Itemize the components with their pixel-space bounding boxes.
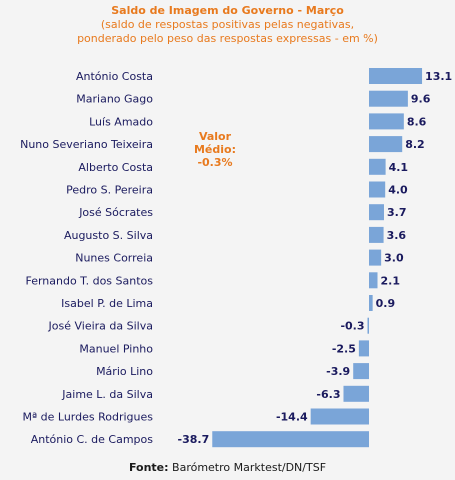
value-label: -38.7	[178, 433, 210, 446]
category-label: Luís Amado	[89, 115, 153, 128]
value-labels: 13.1 9.6 8.6 8.2 4.1 4.0 3.7 3.6 3.0 2.1 0.9 -0.3 -2…	[178, 70, 453, 446]
value-label: 13.1	[425, 70, 452, 83]
value-label: -3.9	[326, 365, 350, 378]
bar	[369, 204, 384, 221]
value-label: 0.9	[376, 297, 396, 310]
bar	[343, 385, 369, 402]
category-label: Jaime L. da Silva	[61, 388, 153, 401]
value-label: -6.3	[316, 388, 340, 401]
value-label: 3.6	[387, 229, 407, 242]
value-label: 3.0	[384, 252, 404, 265]
bar	[369, 113, 404, 130]
category-label: Mariano Gago	[76, 93, 153, 106]
bar	[369, 226, 384, 243]
average-label-line-1: Valor	[198, 130, 232, 143]
category-label: Augusto S. Silva	[64, 229, 153, 242]
bar	[369, 68, 423, 84]
bar	[367, 317, 369, 334]
bar	[369, 272, 378, 289]
value-label: 8.2	[405, 138, 425, 151]
category-labels: António Costa Mariano Gago Luís Amado Nuno …	[20, 70, 153, 446]
category-label: Pedro S. Pereira	[66, 184, 153, 197]
bar	[212, 431, 369, 448]
source-note: Fonte: Barómetro Marktest/DN/TSF	[0, 461, 455, 474]
bar	[369, 295, 373, 311]
source-label: Fonte:	[128, 461, 169, 474]
value-label: 3.7	[387, 206, 407, 219]
category-label: Isabel P. de Lima	[61, 297, 153, 310]
chart-title: Saldo de Imagem do Governo - Março	[111, 4, 344, 17]
bar	[358, 340, 369, 357]
category-label: António C. de Campos	[31, 433, 154, 446]
bar	[353, 363, 369, 380]
chart-subtitle-line-2: ponderado pelo peso das respostas expres…	[77, 32, 378, 45]
bar	[310, 408, 369, 425]
value-label: 9.6	[411, 93, 431, 106]
category-label: José Vieira da Silva	[48, 320, 153, 333]
value-label: -2.5	[332, 342, 356, 355]
category-label: Manuel Pinho	[79, 342, 153, 355]
value-label: -0.3	[340, 320, 364, 333]
bar	[369, 158, 386, 175]
category-label: Mª de Lurdes Rodrigues	[22, 411, 153, 424]
value-label: 8.6	[407, 115, 427, 128]
bar	[369, 90, 408, 107]
category-label: Fernando T. dos Santos	[25, 274, 153, 287]
category-label: José Sócrates	[78, 206, 153, 219]
bars	[212, 68, 423, 448]
average-label-line-2: Médio:	[193, 143, 236, 156]
average-value: -0.3%	[197, 156, 233, 169]
value-label: -14.4	[276, 411, 308, 424]
value-label: 4.0	[388, 184, 408, 197]
category-label: Nuno Severiano Teixeira	[20, 138, 153, 151]
bar	[369, 249, 382, 266]
bar	[369, 136, 403, 153]
value-label: 2.1	[381, 274, 401, 287]
bar	[369, 181, 386, 198]
category-label: Mário Lino	[96, 365, 153, 378]
category-label: António Costa	[76, 70, 153, 83]
value-label: 4.1	[389, 161, 409, 174]
source-text: Barómetro Marktest/DN/TSF	[172, 461, 327, 474]
category-label: Nunes Correia	[75, 252, 153, 265]
category-label: Alberto Costa	[78, 161, 153, 174]
chart-subtitle-line-1: (saldo de respostas positivas pelas nega…	[100, 18, 355, 31]
